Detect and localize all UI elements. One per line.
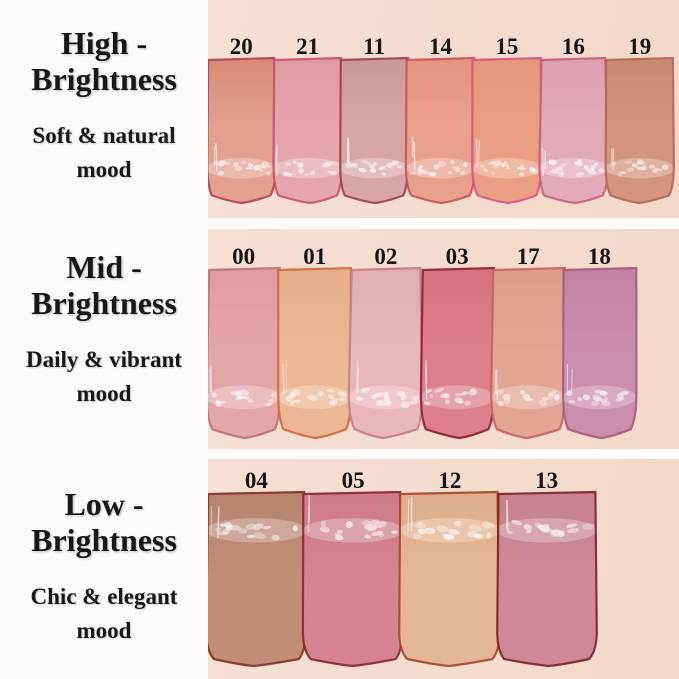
- svg-text:19: 19: [628, 34, 651, 59]
- svg-text:04: 04: [245, 468, 269, 493]
- svg-text:02: 02: [374, 244, 397, 269]
- svg-text:15: 15: [495, 34, 518, 59]
- svg-text:16: 16: [562, 34, 585, 59]
- svg-text:14: 14: [429, 34, 453, 59]
- svg-text:00: 00: [232, 244, 255, 269]
- svg-text:03: 03: [446, 244, 469, 269]
- svg-text:12: 12: [438, 468, 461, 493]
- svg-text:21: 21: [296, 34, 319, 59]
- svg-text:17: 17: [517, 244, 540, 269]
- svg-text:01: 01: [303, 244, 326, 269]
- svg-text:05: 05: [342, 468, 365, 493]
- svg-text:13: 13: [535, 468, 558, 493]
- svg-text:20: 20: [230, 34, 253, 59]
- svg-text:18: 18: [588, 244, 611, 269]
- svg-text:11: 11: [363, 34, 385, 59]
